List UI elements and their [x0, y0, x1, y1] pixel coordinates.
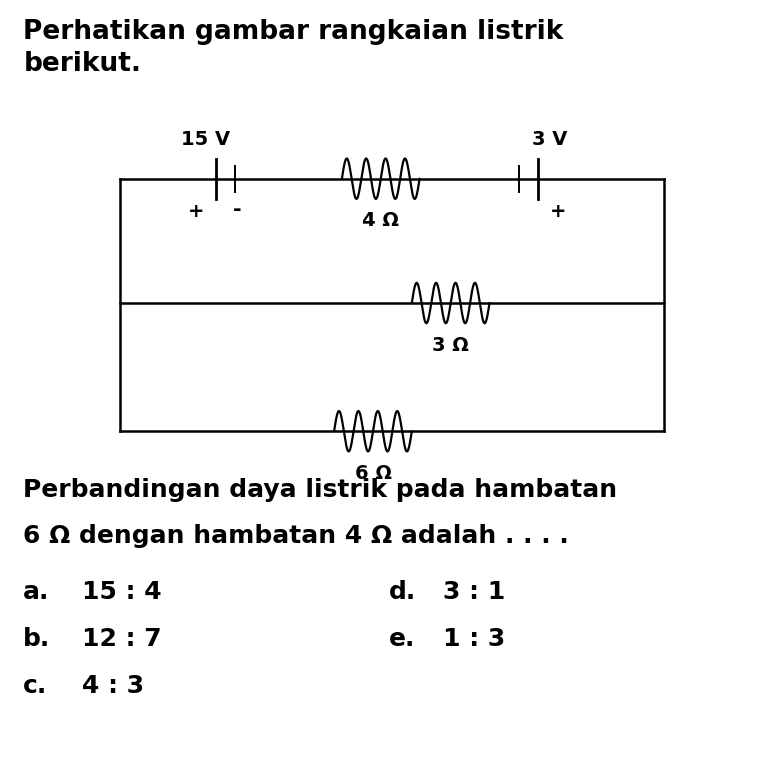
Text: d.: d.	[388, 580, 416, 605]
Text: -: -	[232, 200, 242, 221]
Text: +: +	[549, 202, 566, 221]
Text: berikut.: berikut.	[23, 51, 141, 76]
Text: Perhatikan gambar rangkaian listrik: Perhatikan gambar rangkaian listrik	[23, 19, 563, 45]
Text: 15 : 4: 15 : 4	[82, 580, 161, 605]
Text: 6 Ω: 6 Ω	[354, 464, 392, 483]
Text: 4 Ω: 4 Ω	[362, 211, 399, 230]
Text: Perbandingan daya listrik pada hambatan: Perbandingan daya listrik pada hambatan	[23, 478, 618, 502]
Text: c.: c.	[23, 674, 47, 698]
Text: 12 : 7: 12 : 7	[82, 627, 161, 651]
Text: 6 Ω dengan hambatan 4 Ω adalah . . . .: 6 Ω dengan hambatan 4 Ω adalah . . . .	[23, 524, 569, 549]
Text: 15 V: 15 V	[181, 131, 231, 149]
Text: e.: e.	[388, 627, 415, 651]
Text: 3 : 1: 3 : 1	[443, 580, 505, 605]
Text: 3 V: 3 V	[532, 131, 568, 149]
Text: 4 : 3: 4 : 3	[82, 674, 144, 698]
Text: b.: b.	[23, 627, 51, 651]
Text: 1 : 3: 1 : 3	[443, 627, 505, 651]
Text: a.: a.	[23, 580, 50, 605]
Text: +: +	[187, 202, 204, 221]
Text: 3 Ω: 3 Ω	[432, 336, 469, 354]
